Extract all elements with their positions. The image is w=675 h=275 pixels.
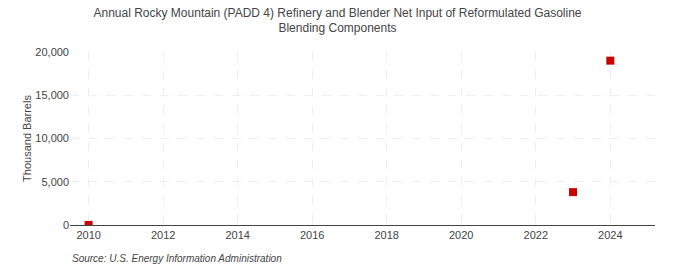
svg-text:5,000: 5,000 [41, 176, 69, 188]
svg-text:2010: 2010 [76, 229, 100, 241]
svg-text:2024: 2024 [598, 229, 622, 241]
svg-text:2016: 2016 [300, 229, 324, 241]
svg-text:Source: U.S. Energy Informatio: Source: U.S. Energy Information Administ… [72, 253, 282, 264]
svg-text:2012: 2012 [151, 229, 175, 241]
svg-text:2020: 2020 [449, 229, 473, 241]
svg-text:Thousand Barrels: Thousand Barrels [21, 95, 33, 182]
svg-text:Annual Rocky Mountain (PADD 4): Annual Rocky Mountain (PADD 4) Refinery … [93, 6, 581, 36]
svg-text:15,000: 15,000 [35, 89, 69, 101]
svg-text:10,000: 10,000 [35, 132, 69, 144]
svg-text:2022: 2022 [524, 229, 548, 241]
svg-text:2018: 2018 [374, 229, 398, 241]
svg-text:2014: 2014 [225, 229, 249, 241]
svg-text:0: 0 [63, 219, 69, 231]
svg-text:20,000: 20,000 [35, 46, 69, 58]
